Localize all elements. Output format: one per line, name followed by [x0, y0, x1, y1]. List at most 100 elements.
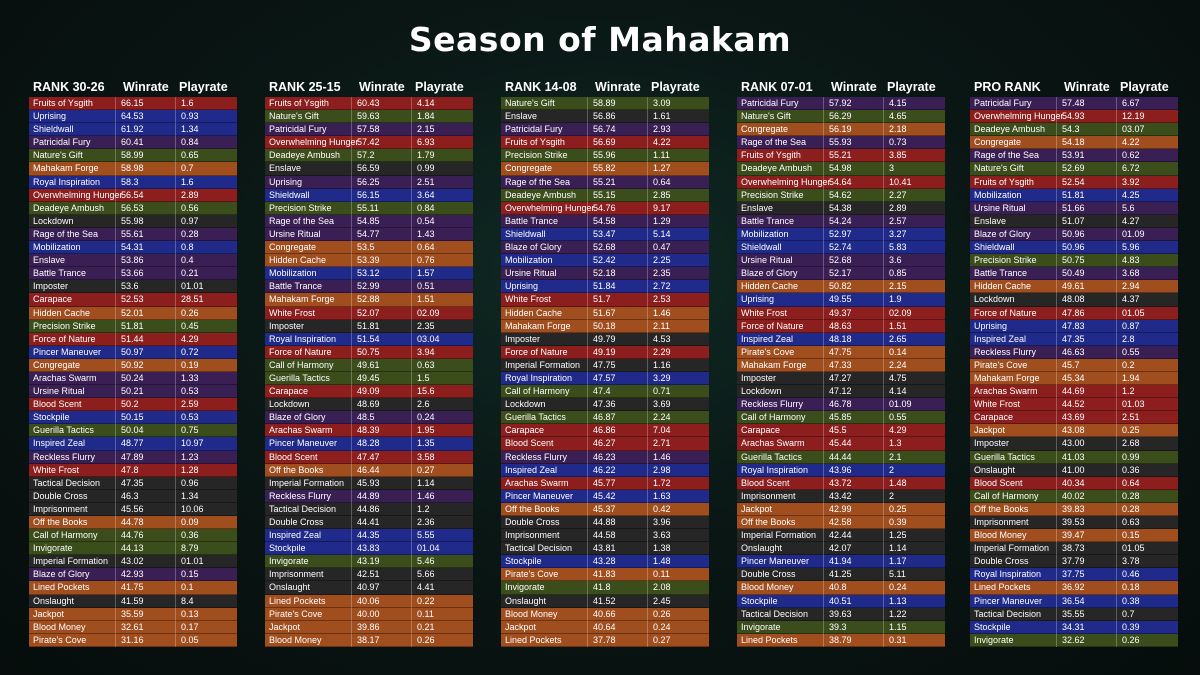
table-row: Double Cross 37.79 3.78	[970, 555, 1178, 569]
winrate-value: 54.18	[1062, 137, 1085, 148]
winrate-value: 50.92	[121, 359, 144, 370]
winrate-value: 51.81	[357, 320, 380, 331]
card-name: Blood Scent	[974, 477, 1023, 488]
table-row: Blaze of Glory 48.5 0.24	[265, 411, 473, 425]
card-name: Fruits of Ysgith	[269, 98, 329, 108]
table-row: Royal Inspiration 47.57 3.29	[501, 371, 709, 386]
rank-table: RANK 30-26 Winrate Playrate Fruits of Ysgit…	[29, 80, 237, 647]
table-row: Blood Money 39.47 0.15	[970, 529, 1178, 543]
winrate-value: 46.87	[593, 412, 616, 423]
playrate-value: 2.8	[1122, 333, 1135, 344]
winrate-value: 44.35	[357, 530, 380, 541]
card-name: Enslave	[33, 255, 66, 266]
card-name: Reckless Flurry	[741, 399, 804, 410]
winrate-value: 50.24	[121, 372, 144, 383]
card-name: Invigorate	[741, 621, 781, 632]
playrate-value: 4.27	[1122, 215, 1140, 226]
card-name: Congregate	[269, 242, 317, 253]
winrate-value: 55.82	[593, 163, 616, 174]
winrate-value: 55.15	[593, 189, 616, 200]
playrate-value: 1.48	[889, 477, 907, 488]
table-row: Arachas Swarm 48.39 1.95	[265, 424, 473, 438]
card-name: Stockpile	[33, 412, 70, 423]
card-name: Pirate's Cove	[269, 608, 323, 619]
winrate-value: 38.79	[829, 634, 852, 645]
playrate-value: 0.85	[889, 268, 907, 279]
table-row: Hidden Cache 53.39 0.76	[265, 254, 473, 268]
table-row: Pirate's Cove 31.16 0.05	[29, 633, 237, 647]
winrate-value: 40.97	[357, 582, 380, 593]
winrate-value: 43.96	[829, 464, 852, 475]
card-name: Patricidal Fury	[33, 137, 91, 148]
winrate-value: 43.00	[1062, 438, 1085, 449]
table-row: Ursine Ritual 52.18 2.35	[501, 267, 709, 281]
table-row: Carapace 46.86 7.04	[501, 424, 709, 438]
winrate-value: 32.61	[121, 621, 144, 632]
winrate-value: 58.89	[593, 98, 616, 108]
table-row: Ursine Ritual 50.21 0.53	[29, 385, 237, 399]
playrate-value: 4.37	[1122, 294, 1140, 305]
winrate-value: 56.53	[121, 202, 144, 213]
card-name: Shieldwall	[974, 242, 1015, 253]
card-name: White Frost	[974, 399, 1021, 410]
card-name: Pincer Maneuver	[974, 595, 1043, 606]
table-row: Tactical Decision 44.86 1.2	[265, 502, 473, 516]
table-row: Royal Inspiration 51.54 03.04	[265, 332, 473, 346]
winrate-value: 52.69	[1062, 163, 1085, 174]
winrate-value: 60.41	[121, 137, 144, 148]
winrate-value: 45.5	[829, 425, 847, 436]
table-row: Blaze of Glory 42.93 0.15	[29, 568, 237, 582]
playrate-value: 1.25	[889, 530, 907, 541]
playrate-value: 2.35	[417, 320, 435, 331]
winrate-value: 54.64	[829, 176, 852, 187]
card-name: Force of Nature	[269, 346, 332, 357]
winrate-value: 58.3	[121, 176, 139, 187]
table-row: Congregate 53.5 0.64	[265, 241, 473, 255]
table-row: Reckless Flurry 46.78 01.09	[737, 398, 945, 412]
card-name: Blaze of Glory	[269, 412, 326, 423]
playrate-value: 2.59	[181, 399, 199, 410]
card-name: Inspired Zeal	[974, 333, 1027, 344]
card-name: Nature's Gift	[741, 111, 791, 122]
card-name: Pincer Maneuver	[505, 490, 574, 501]
winrate-value: 44.69	[1062, 386, 1085, 397]
card-name: Mahakam Forge	[33, 163, 99, 174]
card-name: Off the Books	[974, 503, 1029, 514]
table-row: Reckless Flurry 46.23 1.46	[501, 450, 709, 464]
playrate-value: 01.05	[1122, 543, 1145, 554]
table-row: Call of Harmony 49.61 0.63	[265, 358, 473, 372]
playrate-value: 2.68	[1122, 438, 1140, 449]
playrate-value: 1.2	[1122, 386, 1135, 397]
winrate-value: 57.2	[357, 150, 375, 161]
playrate-value: 2.65	[889, 333, 907, 344]
winrate-value: 43.02	[121, 556, 144, 567]
card-name: Mahakam Forge	[269, 294, 335, 305]
winrate-value: 39.3	[829, 621, 847, 632]
card-name: Force of Nature	[505, 346, 568, 357]
playrate-value: 0.53	[181, 386, 199, 397]
winrate-value: 48.63	[829, 320, 852, 331]
card-name: Lined Pockets	[974, 582, 1031, 593]
rank-table: PRO RANK Winrate Playrate Patricidal Fury 57…	[970, 80, 1178, 647]
winrate-value: 52.74	[829, 242, 852, 253]
rank-table: RANK 25-15 Winrate Playrate Fruits of Ysgit…	[265, 80, 473, 647]
card-name: Jackpot	[741, 503, 773, 514]
winrate-value: 52.17	[829, 268, 852, 279]
playrate-value: 0.13	[181, 608, 199, 619]
playrate-value: 2.27	[889, 189, 907, 200]
winrate-value: 42.58	[829, 517, 852, 527]
winrate-value: 47.86	[1062, 307, 1085, 318]
card-name: Guerilla Tactics	[269, 372, 330, 383]
winrate-value: 52.42	[593, 255, 616, 266]
playrate-value: 1.17	[889, 556, 907, 567]
table-row: Invigorate 44.13 8.79	[29, 542, 237, 556]
winrate-value: 50.75	[357, 346, 380, 357]
card-name: Carapace	[33, 294, 73, 305]
card-name: Rage of the Sea	[741, 137, 807, 148]
table-header: RANK 25-15 Winrate Playrate	[265, 80, 465, 97]
card-name: Mobilization	[974, 189, 1022, 200]
card-name: Rage of the Sea	[269, 215, 335, 226]
winrate-value: 50.2	[121, 399, 139, 410]
table-row: Imposter 47.27 4.75	[737, 371, 945, 386]
winrate-value: 55.96	[593, 150, 616, 161]
